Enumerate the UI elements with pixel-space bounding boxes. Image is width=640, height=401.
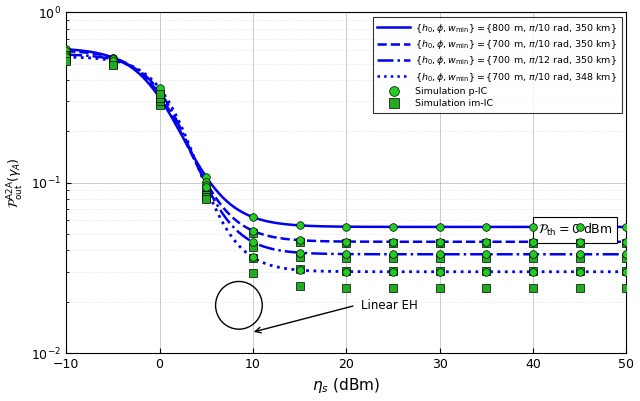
Legend: $\{h_0, \phi, w_{\min}\} = \{800$ m, $\pi/10$ rad, $350$ km$\}$, $\{h_0, \phi, w: $\{h_0, \phi, w_{\min}\} = \{800$ m, $\p… <box>372 17 621 113</box>
X-axis label: $\eta_s$ (dBm): $\eta_s$ (dBm) <box>312 377 380 395</box>
Text: Linear EH: Linear EH <box>361 299 418 312</box>
Y-axis label: $\mathcal{P}^{\mathrm{A2A}}_{\mathrm{out}}(\gamma_A)$: $\mathcal{P}^{\mathrm{A2A}}_{\mathrm{out… <box>6 157 26 208</box>
Text: $\mathcal{P}_{\mathrm{th}} = 0$ dBm: $\mathcal{P}_{\mathrm{th}} = 0$ dBm <box>538 222 612 239</box>
